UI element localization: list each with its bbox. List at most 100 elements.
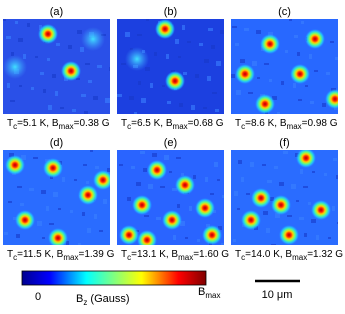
noise xyxy=(160,186,165,188)
colorbar xyxy=(21,270,207,286)
noise xyxy=(42,237,45,239)
noise xyxy=(220,30,224,34)
noise xyxy=(218,226,222,230)
vortex xyxy=(43,158,63,178)
vortex xyxy=(147,160,167,180)
colorbar-max: Bmax xyxy=(198,286,220,300)
noise xyxy=(233,239,236,242)
noise xyxy=(70,210,73,213)
panel-label: (f) xyxy=(279,137,289,149)
noise xyxy=(117,94,122,97)
noise xyxy=(279,182,284,186)
noise xyxy=(83,164,87,166)
noise xyxy=(248,92,253,94)
panel-caption: Tc=11.5 K, Bmax=1.39 G xyxy=(7,249,115,262)
vortex xyxy=(290,64,310,84)
vortex xyxy=(279,225,299,245)
noise xyxy=(15,21,18,24)
noise xyxy=(291,184,296,189)
panels: (a)Tc=5.1 K, Bmax=0.38 G(b)Tc=6.5 K, Bma… xyxy=(3,6,343,262)
colorbar-label: Bz (Gauss) xyxy=(76,293,130,307)
noise xyxy=(47,58,50,61)
noise xyxy=(4,232,8,235)
noise xyxy=(172,188,177,191)
noise xyxy=(246,193,250,195)
noise xyxy=(10,100,15,102)
noise xyxy=(48,105,52,110)
noise xyxy=(19,85,22,87)
vortex-image xyxy=(117,19,224,114)
noise xyxy=(148,184,153,189)
noise xyxy=(17,186,22,188)
noise xyxy=(58,208,61,210)
noise xyxy=(298,99,302,101)
noise xyxy=(33,157,38,159)
noise xyxy=(189,206,192,211)
noise xyxy=(191,105,195,110)
noise xyxy=(185,237,188,239)
caption-sub: c xyxy=(13,253,17,262)
vortex xyxy=(5,155,25,175)
noise xyxy=(326,72,330,75)
vortex xyxy=(137,230,157,245)
noise xyxy=(333,158,337,161)
noise xyxy=(270,197,274,201)
noise xyxy=(121,63,126,65)
noise xyxy=(88,80,92,83)
noise xyxy=(171,70,175,72)
noise xyxy=(205,177,208,182)
noise xyxy=(27,23,30,27)
noise xyxy=(195,74,199,78)
noise xyxy=(214,162,218,167)
noise xyxy=(332,206,335,211)
vortex xyxy=(38,24,58,44)
noise xyxy=(85,63,90,65)
noise xyxy=(283,151,288,154)
noise xyxy=(183,72,187,75)
noise xyxy=(62,177,65,182)
noise xyxy=(316,235,319,240)
noise xyxy=(52,74,56,78)
caption-part: =0.98 G xyxy=(302,118,338,129)
vortex-image xyxy=(231,19,338,114)
noise xyxy=(84,111,88,114)
vortex xyxy=(78,185,98,205)
caption-part: T xyxy=(7,249,13,260)
caption-sub: c xyxy=(127,253,131,262)
vortex xyxy=(255,94,275,114)
noise xyxy=(127,197,131,201)
caption-part: =1.32 G xyxy=(307,249,343,260)
noise xyxy=(266,228,270,233)
noise xyxy=(203,107,207,109)
noise xyxy=(274,166,278,169)
noise xyxy=(29,188,34,191)
caption-sub: max xyxy=(292,253,307,262)
caption-sub: max xyxy=(63,253,78,262)
noise xyxy=(213,210,216,213)
noise xyxy=(199,43,203,46)
noise xyxy=(212,92,217,94)
noise xyxy=(304,233,307,237)
noise xyxy=(299,217,304,220)
caption-part: =0.38 G xyxy=(74,118,110,129)
noise xyxy=(277,112,280,114)
noise xyxy=(93,96,98,100)
panel-label: (e) xyxy=(164,137,177,149)
noise xyxy=(164,155,169,160)
caption-part: =11.5 K, B xyxy=(17,249,64,260)
noise xyxy=(97,65,102,68)
label-part: B xyxy=(76,293,83,305)
noise xyxy=(256,30,261,34)
noise xyxy=(94,214,97,219)
vortex xyxy=(15,210,35,230)
noise xyxy=(180,221,185,226)
scale-bar-label: 10 μm xyxy=(262,289,293,301)
noise xyxy=(312,171,315,173)
noise xyxy=(182,25,185,30)
caption-part: =14.0 K, B xyxy=(245,249,292,260)
vortex xyxy=(61,61,81,81)
vortex xyxy=(271,195,291,215)
noise xyxy=(335,57,338,60)
panel-caption: Tc=13.1 K, Bmax=1.60 G xyxy=(121,249,229,262)
noise xyxy=(336,175,338,179)
